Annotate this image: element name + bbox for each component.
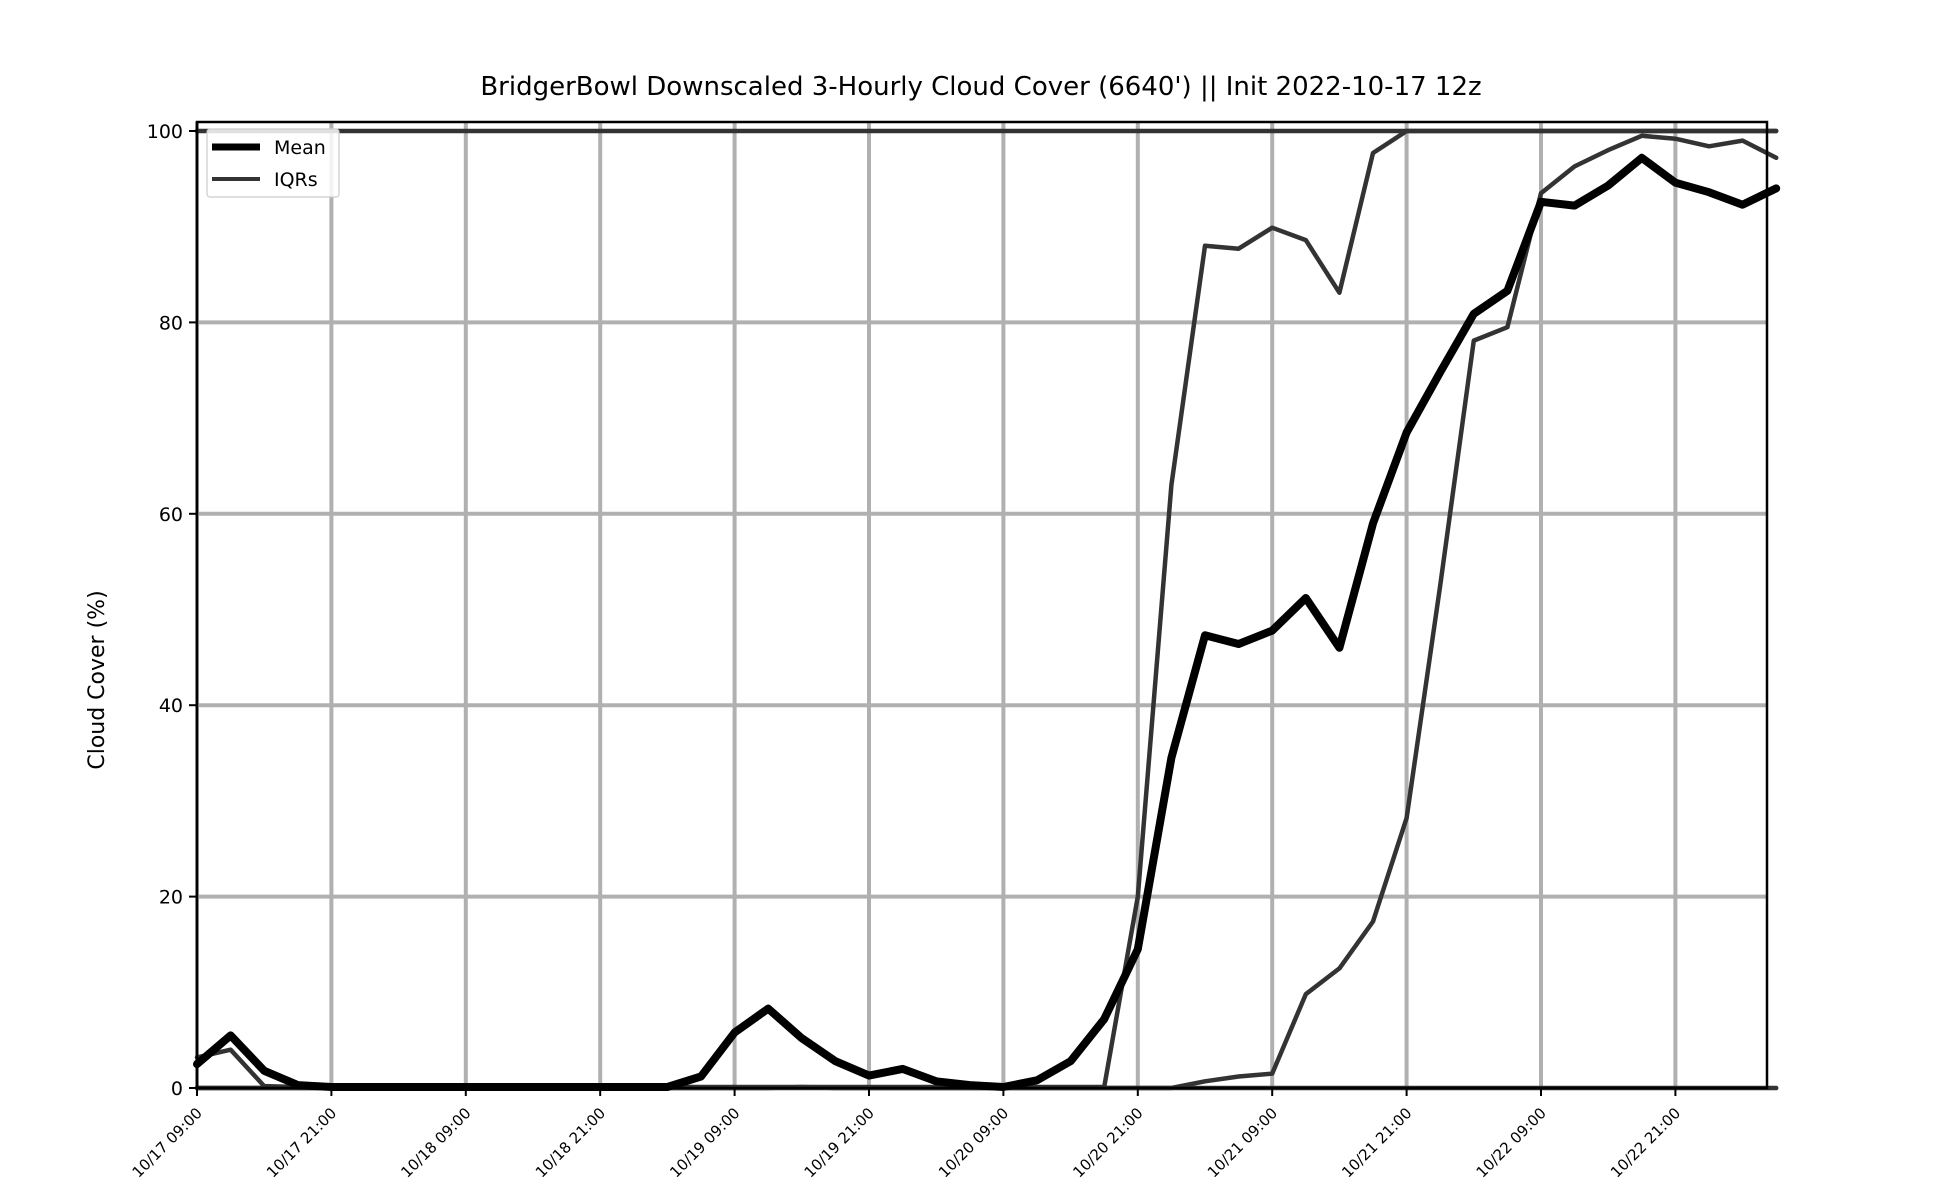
y-tick-label: 100 [147,121,183,143]
x-tick-label: 10/21 21:00 [1338,1104,1415,1181]
chart-title: BridgerBowl Downscaled 3-Hourly Cloud Co… [480,72,1481,102]
x-tick-label: 10/17 21:00 [263,1104,340,1181]
legend: Mean IQRs [206,128,340,198]
y-tick-label: 0 [171,1078,183,1100]
x-tick-label: 10/18 21:00 [532,1104,609,1181]
y-tick-label: 40 [159,695,183,717]
x-tick-label: 10/21 09:00 [1204,1104,1281,1181]
x-tick-label: 10/20 21:00 [1069,1104,1146,1181]
plot-frame [195,120,1769,1090]
grid-lines [195,122,1767,1090]
x-tick-label: 10/19 09:00 [666,1104,743,1181]
x-tick-label: 10/22 09:00 [1473,1104,1550,1181]
x-tick-label: 10/19 21:00 [801,1104,878,1181]
y-tick-label: 20 [159,887,183,909]
axis-ticks: 0 20 40 60 80 100 10/17 09:00 10/17 21:00 10/18 … [129,121,1685,1181]
y-tick-label: 80 [159,312,183,334]
x-tick-label: 10/17 09:00 [129,1104,206,1181]
y-tick-label: 60 [159,504,183,526]
legend-label-mean: Mean [274,137,326,159]
x-tick-label: 10/18 09:00 [397,1104,474,1181]
x-tick-label: 10/20 09:00 [935,1104,1012,1181]
y-axis-label: Cloud Cover (%) [85,590,110,769]
x-tick-label: 10/22 21:00 [1607,1104,1684,1181]
legend-label-iqrs: IQRs [274,169,318,191]
